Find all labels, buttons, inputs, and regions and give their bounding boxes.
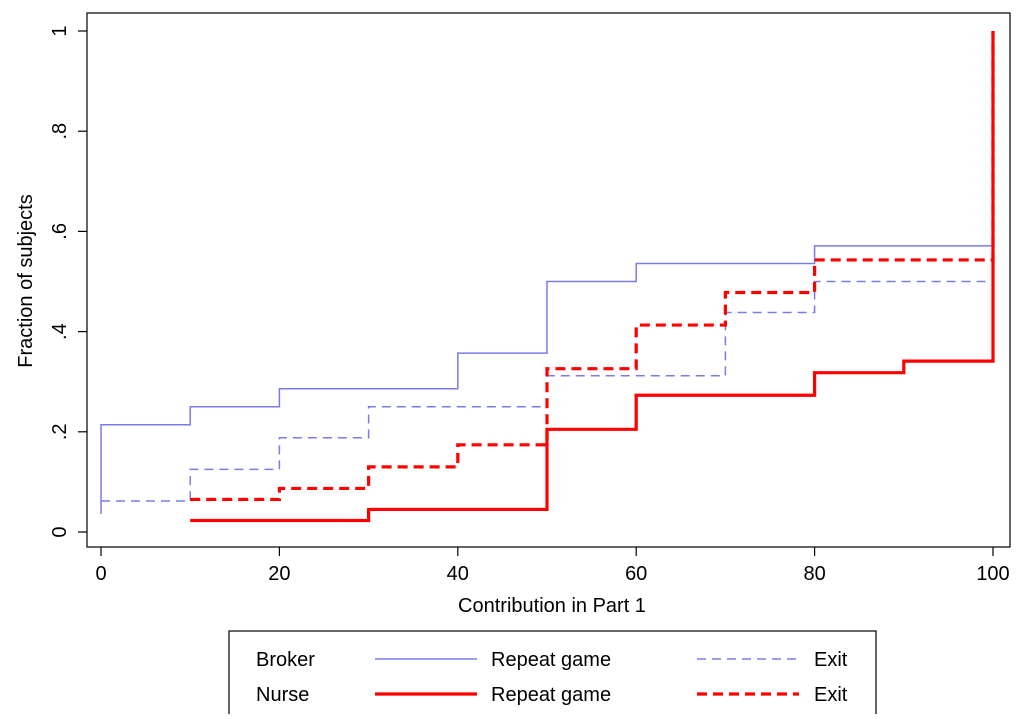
legend-box	[228, 630, 877, 718]
series-nurse-repeat-game	[190, 31, 995, 523]
y-tick-label: 0	[49, 526, 71, 537]
legend-label-nurse-exit: Exit	[814, 684, 848, 706]
y-tick-label: .2	[49, 423, 71, 440]
x-tick-label: 0	[95, 563, 106, 585]
legend-label-nurse-repeat: Repeat game	[491, 684, 611, 706]
y-axis: 0 .2 .4 .6 .8 1	[49, 25, 87, 538]
x-axis: 0 20 40 60 80 100	[95, 547, 1010, 585]
legend-label-broker-exit: Exit	[814, 649, 848, 671]
x-tick-label: 60	[625, 563, 647, 585]
series-nurse-exit	[190, 31, 995, 502]
y-tick-label: .8	[49, 123, 71, 140]
legend-group-broker: Broker	[256, 649, 315, 671]
series-broker-repeat-game	[100, 31, 994, 514]
series-layer	[100, 31, 995, 523]
x-tick-label: 40	[447, 563, 469, 585]
x-tick-label: 100	[976, 563, 1009, 585]
legend: Broker Nurse Repeat game Exit Repeat gam…	[228, 630, 877, 718]
legend-label-broker-repeat: Repeat game	[491, 649, 611, 671]
y-tick-label: .6	[49, 223, 71, 240]
y-tick-label: .4	[49, 323, 71, 340]
y-tick-label: 1	[49, 25, 71, 36]
x-tick-label: 80	[803, 563, 825, 585]
x-axis-label: Contribution in Part 1	[458, 595, 646, 617]
x-tick-label: 20	[268, 563, 290, 585]
plot-frame	[86, 12, 1011, 548]
legend-group-nurse: Nurse	[256, 684, 309, 706]
y-axis-label: Fraction of subjects	[15, 194, 37, 367]
